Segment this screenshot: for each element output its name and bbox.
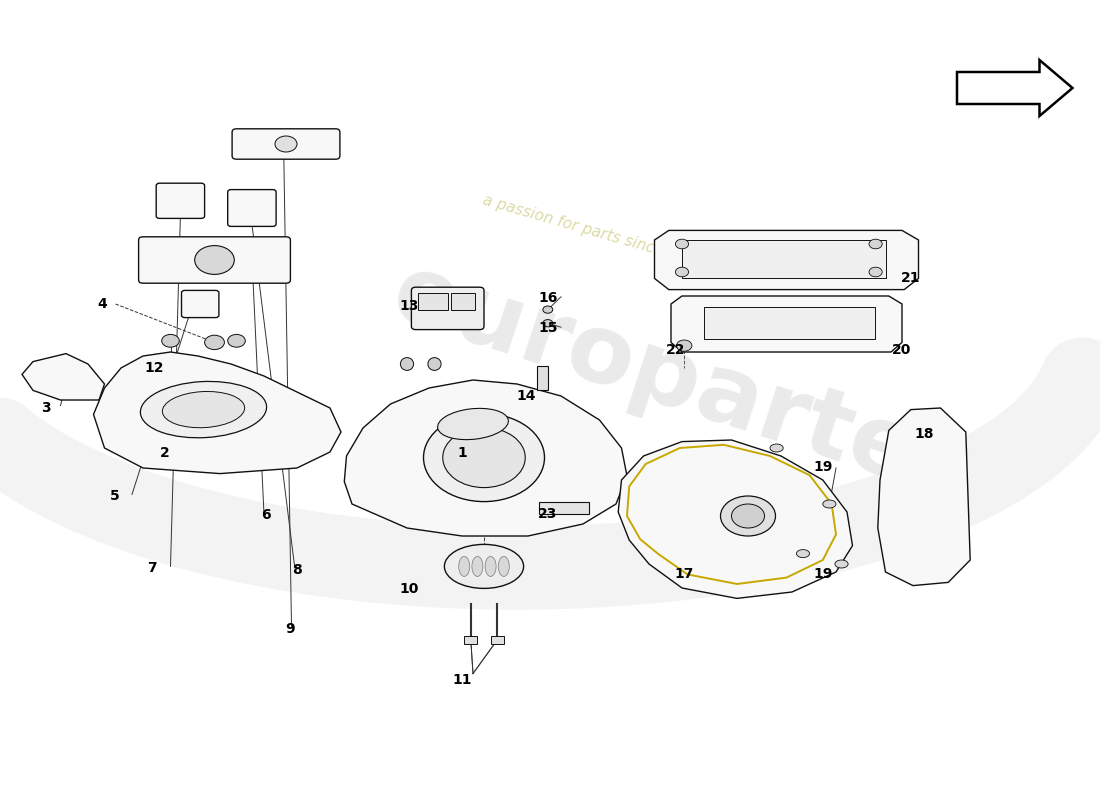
Polygon shape [957, 60, 1072, 116]
Bar [451, 293, 475, 310]
Ellipse shape [823, 500, 836, 508]
Text: 18: 18 [914, 426, 934, 441]
Text: 4: 4 [98, 297, 107, 311]
Ellipse shape [400, 358, 414, 370]
FancyBboxPatch shape [156, 183, 205, 218]
Text: europartes: europartes [381, 246, 983, 522]
Bar [491, 636, 504, 644]
Text: 19: 19 [813, 567, 833, 582]
Text: 7: 7 [147, 561, 156, 575]
Polygon shape [878, 408, 970, 586]
Circle shape [676, 340, 692, 351]
Circle shape [162, 334, 179, 347]
Ellipse shape [141, 382, 266, 438]
Text: 2: 2 [161, 446, 169, 460]
Bar [704, 307, 874, 339]
Text: 10: 10 [399, 582, 419, 596]
Circle shape [720, 496, 775, 536]
Text: 17: 17 [674, 567, 694, 582]
Ellipse shape [163, 391, 244, 428]
Polygon shape [344, 380, 627, 536]
Polygon shape [654, 230, 918, 290]
Polygon shape [671, 296, 902, 352]
Circle shape [275, 136, 297, 152]
Text: 5: 5 [110, 489, 119, 503]
Text: 13: 13 [399, 298, 419, 313]
Polygon shape [22, 354, 104, 400]
Circle shape [675, 267, 689, 277]
Text: 1: 1 [458, 446, 466, 460]
Text: 9: 9 [286, 622, 295, 636]
Ellipse shape [770, 444, 783, 452]
Circle shape [869, 267, 882, 277]
Ellipse shape [472, 557, 483, 576]
Text: a passion for parts since 1985: a passion for parts since 1985 [481, 193, 707, 271]
Bar [682, 240, 886, 278]
Text: 20: 20 [892, 343, 912, 358]
Circle shape [675, 239, 689, 249]
Text: 14: 14 [516, 389, 536, 403]
Circle shape [732, 504, 764, 528]
Ellipse shape [459, 557, 470, 576]
Ellipse shape [542, 306, 552, 314]
Bar [539, 502, 588, 514]
Bar [537, 366, 548, 390]
FancyBboxPatch shape [232, 129, 340, 159]
Ellipse shape [444, 544, 524, 589]
Polygon shape [94, 352, 341, 474]
FancyBboxPatch shape [411, 287, 484, 330]
Ellipse shape [796, 550, 810, 558]
Bar [418, 293, 448, 310]
Text: 22: 22 [666, 343, 685, 358]
FancyBboxPatch shape [228, 190, 276, 226]
Text: 23: 23 [538, 506, 558, 521]
Text: 15: 15 [538, 321, 558, 335]
Ellipse shape [438, 408, 508, 440]
Circle shape [869, 239, 882, 249]
Ellipse shape [835, 560, 848, 568]
Text: 8: 8 [293, 562, 301, 577]
Ellipse shape [498, 557, 509, 576]
Ellipse shape [542, 319, 552, 327]
Text: 12: 12 [144, 361, 164, 375]
Circle shape [195, 246, 234, 274]
Text: 11: 11 [452, 673, 472, 687]
Ellipse shape [424, 414, 544, 502]
Ellipse shape [442, 427, 526, 488]
Ellipse shape [428, 358, 441, 370]
Ellipse shape [485, 557, 496, 576]
Text: 16: 16 [538, 290, 558, 305]
Polygon shape [618, 440, 852, 598]
FancyBboxPatch shape [182, 290, 219, 318]
Text: 6: 6 [262, 508, 271, 522]
Text: 19: 19 [813, 460, 833, 474]
Circle shape [228, 334, 245, 347]
Text: 21: 21 [901, 271, 921, 286]
Text: 3: 3 [42, 401, 51, 415]
Circle shape [205, 335, 224, 350]
Bar [464, 636, 477, 644]
FancyBboxPatch shape [139, 237, 290, 283]
